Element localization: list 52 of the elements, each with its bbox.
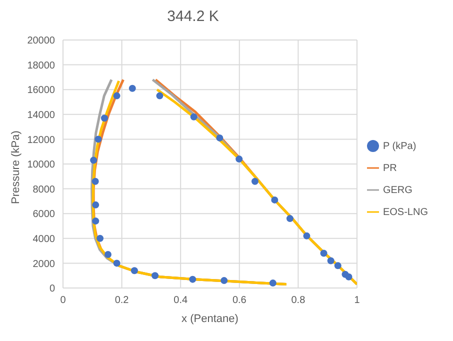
y-tick-label: 2000 (32, 258, 56, 270)
chart-title: 344.2 K (166, 8, 220, 27)
point (334, 262, 342, 270)
point (320, 250, 328, 257)
y-tick-label: 4000 (32, 234, 56, 245)
x-axis-title: x (Pentane) (182, 313, 238, 325)
point (251, 178, 258, 185)
point (156, 92, 164, 100)
point (113, 260, 120, 267)
x-tick-label: 0 (60, 295, 66, 306)
legend-label: PR (382, 162, 397, 174)
y-tick-label: 20000 (27, 36, 56, 47)
point (216, 134, 224, 142)
legend-label: P (kPa) (382, 140, 416, 152)
point (189, 276, 196, 283)
y-tick-label: 8000 (32, 184, 56, 196)
point (100, 114, 108, 122)
point (286, 215, 294, 222)
y-tick-label: 0 (49, 284, 56, 295)
point (92, 178, 99, 185)
legend-label: GERG (382, 184, 412, 196)
point (220, 277, 228, 284)
point (92, 218, 100, 225)
y-tick-label: 16000 (27, 85, 56, 96)
x-tick-label: 0.2 (114, 295, 130, 306)
legend-label: EOS-LNG (382, 206, 428, 218)
point (269, 280, 276, 287)
x-tick-label: 0.4 (174, 295, 188, 306)
y-tick-label: 12000 (27, 134, 56, 146)
point (128, 84, 136, 92)
point (327, 257, 334, 264)
y-tick-label: 18000 (27, 60, 56, 72)
y-tick-label: 14000 (27, 110, 56, 121)
point (104, 251, 112, 258)
x-tick-label: 0.8 (291, 295, 306, 306)
point (271, 196, 278, 204)
point (236, 156, 243, 163)
point (152, 272, 159, 280)
point (92, 201, 100, 208)
y-tick-label: 6000 (32, 209, 56, 220)
point (130, 267, 138, 274)
point (190, 113, 198, 120)
point (96, 234, 104, 242)
y-tick-label: 10000 (27, 160, 56, 171)
point (90, 156, 98, 164)
point (345, 273, 352, 280)
point (303, 232, 310, 240)
y-axis-title: Pressure (kPa) (10, 130, 22, 204)
x-tick-label: 1 (354, 295, 360, 306)
point (94, 136, 102, 143)
x-tick-label: 0.6 (232, 295, 247, 306)
point (113, 92, 120, 100)
